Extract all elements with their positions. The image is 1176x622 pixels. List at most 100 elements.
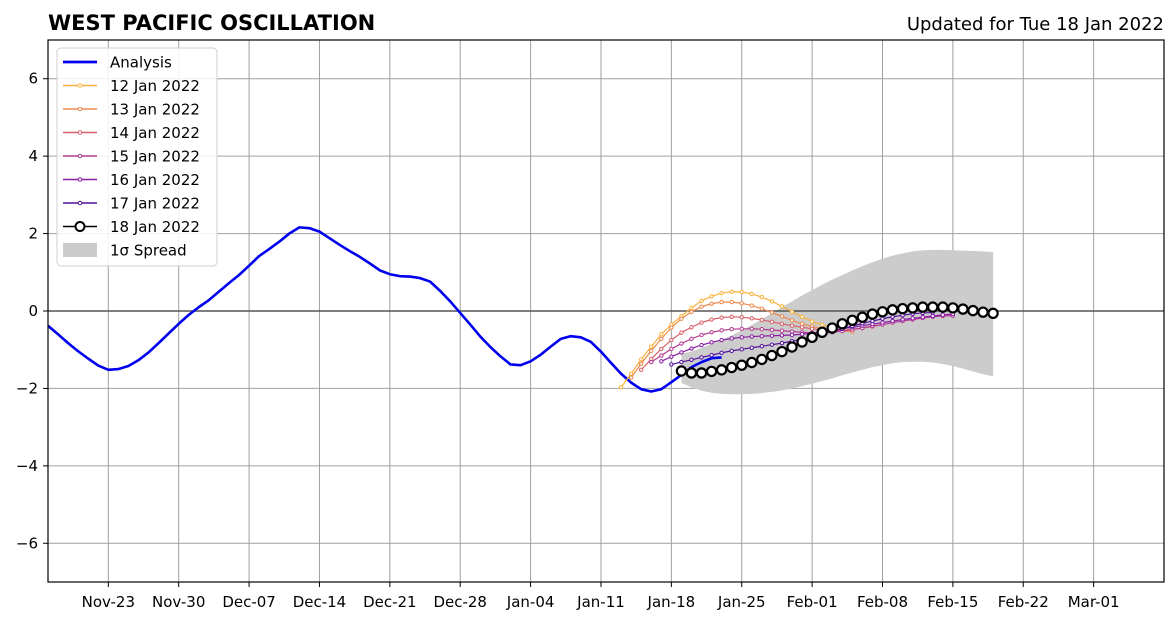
forecast-point: [947, 302, 959, 314]
forecast-point: [749, 326, 754, 332]
x-tick-label: Dec-28: [433, 593, 487, 611]
forecast-point: [759, 294, 765, 300]
forecast-point: [649, 348, 654, 354]
legend-label: 18 Jan 2022: [110, 218, 200, 236]
x-tick-label: Feb-22: [998, 593, 1049, 611]
forecast-point: [759, 344, 765, 349]
forecast-point: [689, 325, 694, 330]
forecast-point: [977, 306, 989, 318]
forecast-point: [736, 359, 748, 371]
y-tick-label: 0: [28, 302, 38, 320]
forecast-point: [876, 306, 889, 318]
legend-entry: 12 Jan 2022: [63, 77, 200, 95]
forecast-point: [699, 342, 704, 348]
forecast-point: [779, 321, 785, 326]
legend-marker: [77, 177, 83, 182]
forecast-point: [669, 362, 674, 367]
forecast-point: [789, 332, 795, 338]
forecast-point: [927, 301, 939, 313]
forecast-point: [739, 335, 744, 340]
series-group: [47, 226, 999, 393]
forecast-point: [917, 301, 929, 313]
legend-label: 14 Jan 2022: [110, 124, 200, 142]
y-tick-label: −6: [16, 534, 38, 552]
legend-label: 12 Jan 2022: [110, 77, 200, 95]
forecast-point: [890, 314, 895, 320]
legend-marker: [77, 200, 83, 206]
legend-entry: 1σ Spread: [63, 242, 187, 260]
forecast-point: [749, 334, 754, 339]
forecast-point: [749, 291, 754, 297]
forecast-point: [679, 330, 684, 335]
forecast-point: [638, 357, 644, 362]
forecast-point: [695, 367, 708, 379]
forecast-point: [759, 326, 765, 332]
legend-label: 13 Jan 2022: [110, 101, 200, 119]
forecast-point: [906, 302, 919, 314]
x-tick-label: Nov-23: [82, 593, 135, 611]
forecast-point: [819, 322, 825, 328]
forecast-point: [776, 345, 788, 358]
forecast-point: [846, 314, 859, 326]
forecast-point: [789, 323, 795, 328]
forecast-point: [739, 301, 744, 306]
forecast-point: [729, 314, 734, 320]
forecast-point: [628, 371, 634, 376]
forecast-point: [910, 316, 915, 321]
forecast-point: [699, 304, 704, 309]
forecast-point: [749, 316, 754, 321]
forecast-point: [789, 329, 795, 334]
forecast-point: [699, 320, 704, 325]
forecast-point: [856, 311, 869, 323]
forecast-point: [896, 302, 909, 315]
forecast-point: [669, 325, 674, 330]
legend-entry: 14 Jan 2022: [63, 124, 200, 142]
forecast-point: [719, 315, 724, 320]
legend-marker: [74, 221, 86, 232]
forecast-point: [809, 319, 815, 324]
forecast-point: [659, 332, 664, 337]
forecast-point: [880, 316, 885, 321]
forecast-point: [689, 305, 694, 311]
forecast-point: [725, 361, 738, 374]
legend-swatch: [63, 243, 97, 257]
forecast-point: [940, 312, 946, 318]
forecast-series-7: [675, 301, 999, 379]
forecast-point: [729, 289, 734, 294]
forecast-point: [779, 333, 785, 338]
forecast-point: [769, 319, 775, 325]
forecast-point: [659, 359, 664, 364]
forecast-point: [699, 298, 704, 304]
legend-entry: Analysis: [63, 54, 172, 72]
legend-entry: 15 Jan 2022: [63, 148, 200, 166]
x-tick-label: Dec-07: [222, 593, 276, 611]
forecast-point: [709, 340, 714, 345]
forecast-point: [719, 290, 724, 296]
forecast-point: [799, 332, 805, 337]
forecast-point: [669, 346, 674, 352]
forecast-point: [789, 318, 795, 323]
forecast-point: [709, 301, 714, 306]
forecast-point: [769, 310, 775, 315]
forecast-point: [826, 322, 838, 334]
forecast-point: [709, 317, 714, 322]
forecast-point: [679, 316, 684, 321]
legend-box: [56, 47, 218, 267]
forecast-point: [789, 309, 795, 314]
forecast-point: [967, 304, 979, 317]
legend-marker: [77, 106, 83, 112]
x-tick-label: Jan-25: [717, 593, 766, 611]
legend-marker: [77, 130, 83, 135]
y-axis-ticks: 6 4 2 0 −2 −4 −6: [16, 70, 48, 552]
forecast-point: [779, 340, 785, 346]
legend-label: 17 Jan 2022: [110, 195, 200, 213]
forecast-point: [638, 361, 644, 366]
forecast-point: [659, 353, 664, 358]
forecast-point: [759, 333, 765, 339]
legend-label: 1σ Spread: [110, 242, 187, 260]
legend-label: 15 Jan 2022: [110, 148, 200, 166]
updated-date: Updated for Tue 18 Jan 2022: [907, 14, 1164, 35]
forecast-point: [759, 306, 765, 311]
forecast-point: [719, 337, 724, 343]
forecast-series-2: [628, 299, 855, 380]
